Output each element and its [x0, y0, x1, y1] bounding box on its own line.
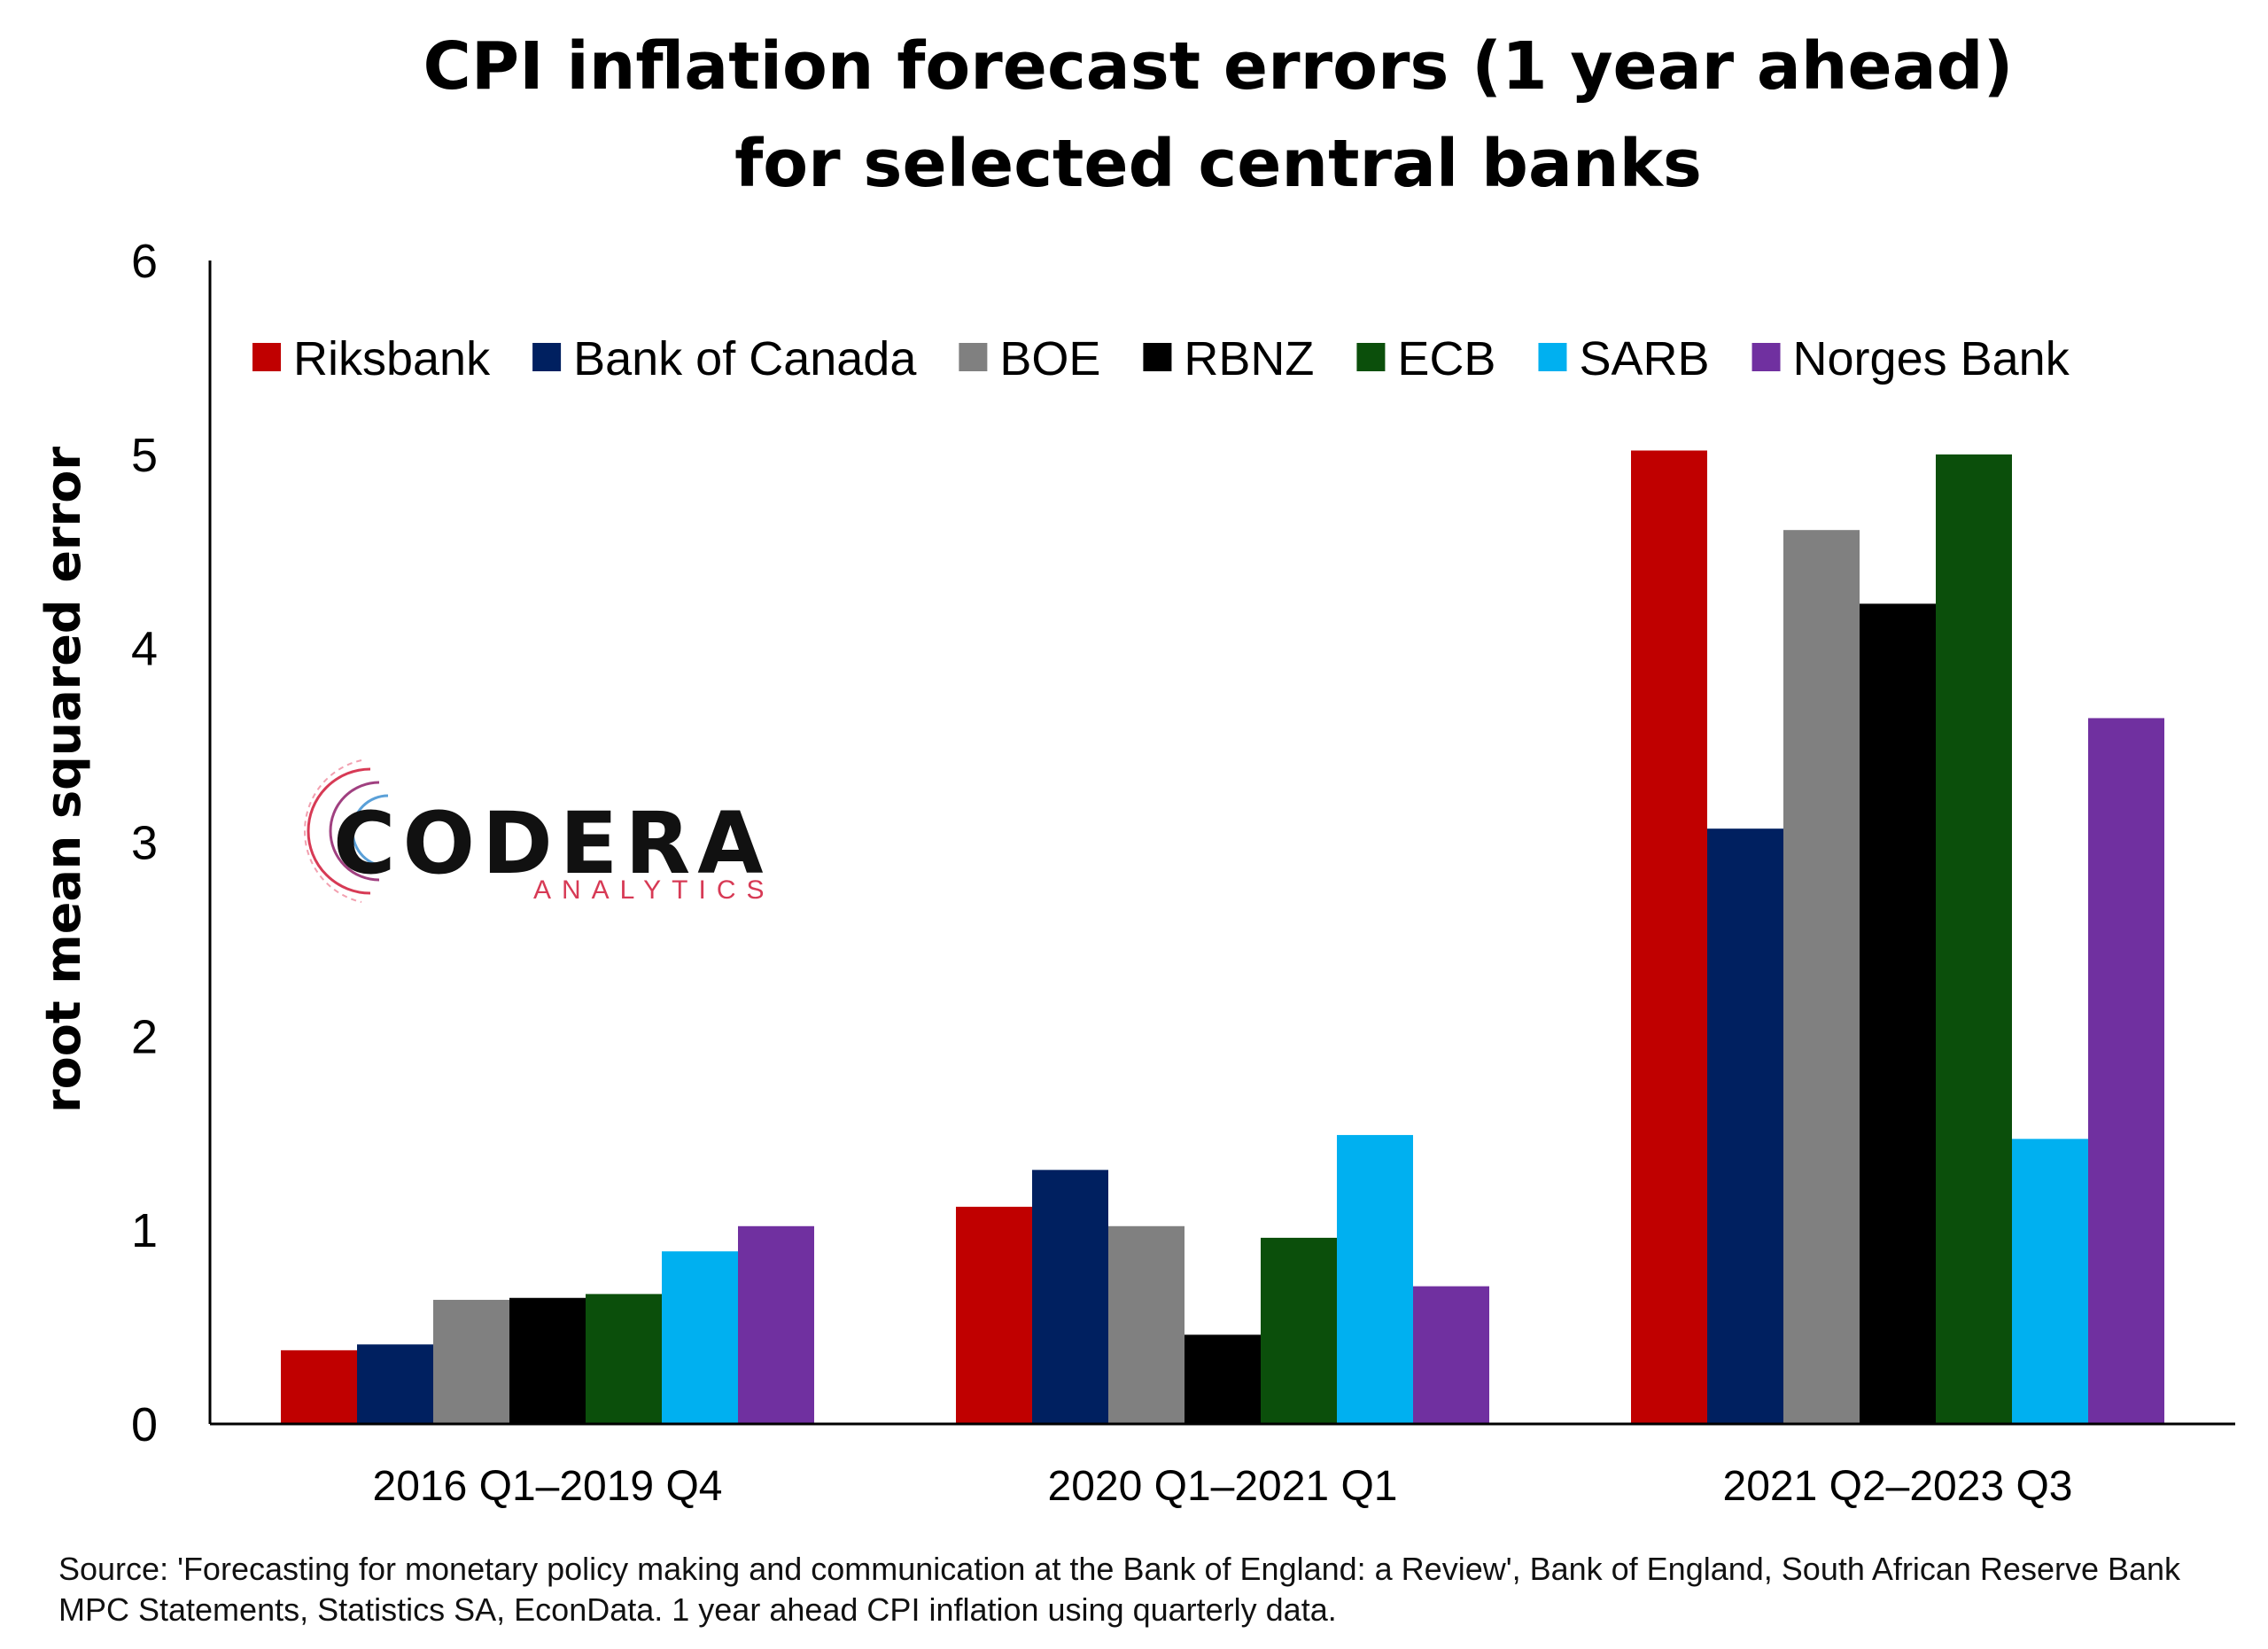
bar	[662, 1251, 738, 1424]
legend-entry: BOE	[999, 332, 1100, 385]
legend-swatch	[252, 343, 281, 371]
bar	[1261, 1237, 1337, 1424]
bar	[357, 1344, 433, 1424]
y-tick-label: 5	[131, 429, 158, 482]
bar	[281, 1350, 357, 1424]
legend-entry: RBNZ	[1184, 332, 1314, 385]
chart-title-line-2: for selected central banks	[734, 126, 1702, 202]
legend: Riksbank Bank of Canada BOE RBNZ ECB SARB Norg…	[252, 332, 2070, 385]
bar	[1631, 450, 1707, 1424]
x-category-label: 2016 Q1–2019 Q4	[373, 1463, 723, 1510]
logo-wordmark: CODERA	[333, 794, 771, 893]
logo-subtitle: ANALYTICS	[533, 875, 775, 905]
legend-swatch	[1538, 343, 1567, 371]
bar	[1707, 828, 1783, 1424]
bar	[433, 1299, 509, 1424]
legend-swatch	[959, 343, 988, 371]
y-tick-label: 6	[131, 235, 158, 288]
y-axis-ticks: 0 1 2 3 4 5 6	[131, 235, 158, 1451]
bar	[2012, 1139, 2088, 1424]
logo-circuit-icon	[304, 759, 389, 903]
y-tick-label: 2	[131, 1010, 158, 1063]
x-category-label: 2020 Q1–2021 Q1	[1048, 1463, 1398, 1510]
y-tick-label: 0	[131, 1398, 158, 1451]
legend-swatch	[1143, 343, 1172, 371]
bar	[1936, 454, 2012, 1425]
y-axis-label: root mean squared error	[35, 447, 91, 1113]
x-axis-categories: 2016 Q1–2019 Q4 2020 Q1–2021 Q1 2021 Q2–20…	[373, 1463, 2073, 1510]
bar	[1184, 1334, 1261, 1424]
legend-swatch	[1356, 343, 1386, 371]
legend-entry: ECB	[1397, 332, 1495, 385]
legend-entry: Riksbank	[293, 332, 491, 385]
y-tick-label: 3	[131, 817, 158, 870]
bar	[1337, 1134, 1413, 1424]
bar	[2088, 718, 2164, 1424]
bar	[1032, 1170, 1108, 1424]
bar	[509, 1297, 586, 1424]
bar	[1413, 1286, 1489, 1424]
y-tick-label: 4	[131, 623, 158, 676]
bar	[1783, 530, 1860, 1424]
bar	[1108, 1225, 1184, 1424]
x-category-label: 2021 Q2–2023 Q3	[1723, 1463, 2073, 1510]
y-tick-label: 1	[131, 1204, 158, 1257]
source-note: Source: 'Forecasting for monetary policy…	[58, 1551, 2181, 1628]
codera-logo: CODERA ANALYTICS	[282, 743, 831, 920]
legend-entry: Bank of Canada	[573, 332, 917, 385]
legend-entry: SARB	[1579, 332, 1709, 385]
legend-swatch	[1751, 343, 1781, 371]
chart-title-line-1: CPI inflation forecast errors (1 year ah…	[423, 28, 2014, 105]
bar	[956, 1206, 1032, 1424]
bar	[738, 1225, 814, 1424]
legend-swatch	[532, 343, 562, 371]
legend-entry: Norges Bank	[1793, 332, 2070, 385]
bars	[281, 450, 2164, 1425]
bar	[1860, 603, 1936, 1424]
bar	[586, 1294, 662, 1424]
